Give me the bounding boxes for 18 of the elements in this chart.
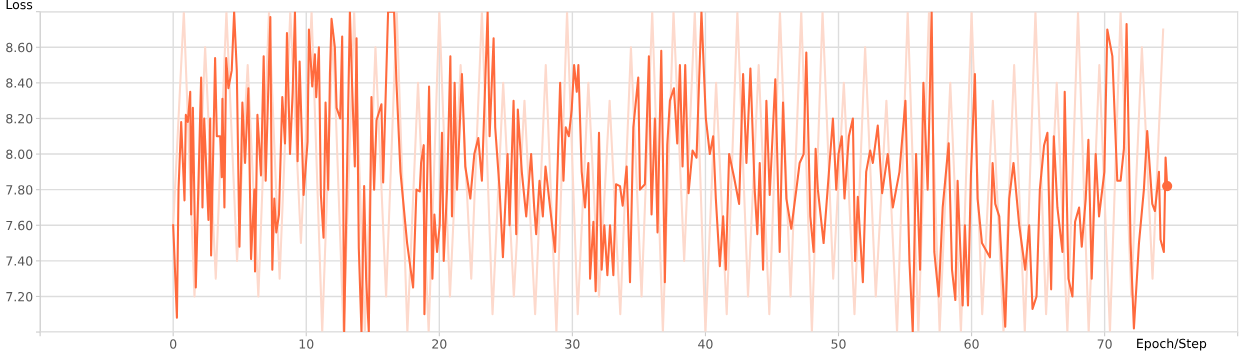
x-tick-label: 30 <box>565 339 580 349</box>
x-tick-label: 40 <box>698 339 713 349</box>
x-tick-label: 0 <box>170 339 177 349</box>
x-tick-label: 10 <box>299 339 314 349</box>
y-tick-label: 8.60 <box>6 42 33 53</box>
y-tick-label: 8.20 <box>6 113 33 124</box>
x-tick-label: 20 <box>432 339 447 349</box>
y-tick-label: 8.40 <box>6 78 33 88</box>
x-tick-label: 60 <box>964 339 979 349</box>
x-tick-label: 70 <box>1097 339 1112 349</box>
y-tick-label: 7.40 <box>6 256 33 266</box>
y-tick-label: 7.60 <box>6 220 33 231</box>
y-tick-label: 7.80 <box>6 185 33 195</box>
x-axis-title: Epoch/Step <box>1137 338 1207 351</box>
x-tick-label: 50 <box>831 339 846 349</box>
y-tick-label: 7.20 <box>6 291 33 302</box>
y-tick-label: 8.00 <box>6 149 33 159</box>
y-axis-title: Loss <box>6 0 33 10</box>
